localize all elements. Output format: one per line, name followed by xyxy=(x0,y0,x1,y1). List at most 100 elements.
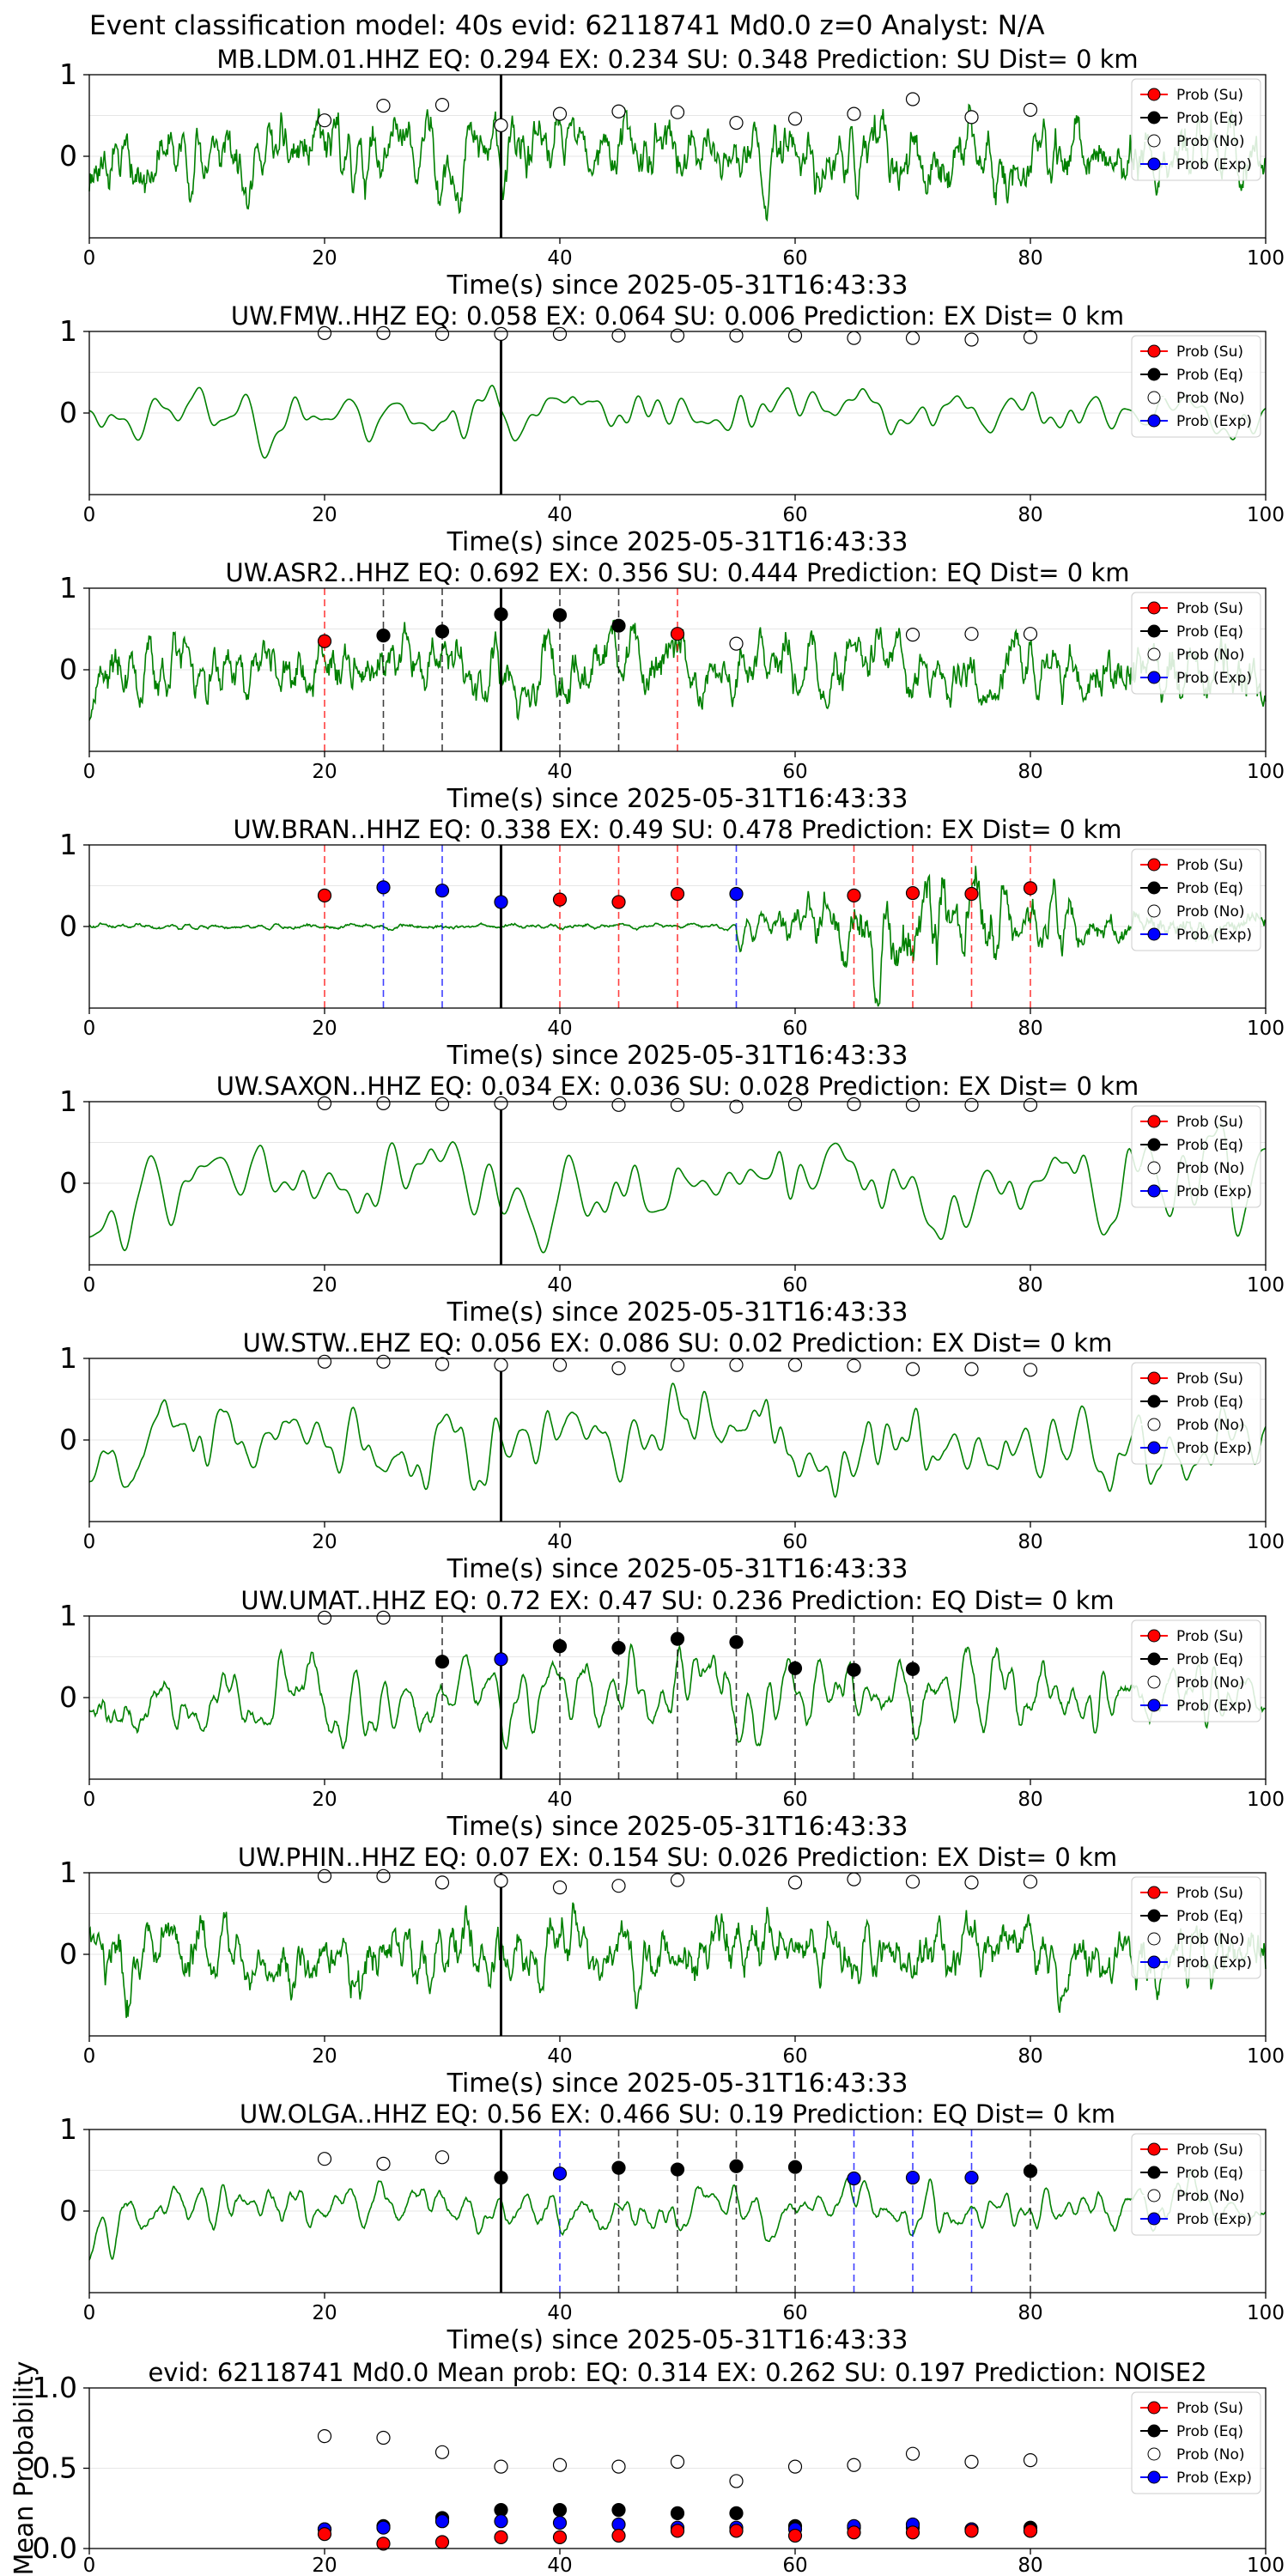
x-tick-label: 0 xyxy=(83,504,96,526)
legend-label-exp: Prob (Exp) xyxy=(1176,1183,1252,1200)
prob-point-eq xyxy=(611,2160,626,2175)
panel-title: MB.LDM.01.HHZ EQ: 0.294 EX: 0.234 SU: 0.… xyxy=(216,45,1138,74)
prob-point-eq xyxy=(1023,2164,1038,2178)
mean-point-su xyxy=(317,2527,332,2542)
x-tick-label: 80 xyxy=(1018,2555,1042,2576)
waveform-trace xyxy=(88,1902,1267,2019)
mean-point-exp xyxy=(494,2514,508,2529)
y-tick-label: 0 xyxy=(59,1937,77,1971)
prob-point-no xyxy=(847,1358,861,1373)
x-tick-label: 80 xyxy=(1018,247,1042,270)
prob-point-no xyxy=(729,636,744,651)
figure-suptitle: Event classification model: 40s evid: 62… xyxy=(89,10,1045,41)
panel-title: UW.BRAN..HHZ EQ: 0.338 EX: 0.49 SU: 0.47… xyxy=(233,815,1121,844)
legend-label-su: Prob (Su) xyxy=(1176,2400,1243,2417)
mean-point-exp xyxy=(434,2514,450,2529)
mean-point-su xyxy=(376,2537,391,2551)
x-tick-label: 60 xyxy=(782,1274,807,1297)
mean-point-su xyxy=(611,2528,626,2543)
legend-label-no: Prob (No) xyxy=(1176,647,1245,664)
legend-label-su: Prob (Su) xyxy=(1176,343,1243,361)
legend-label-no: Prob (No) xyxy=(1176,1674,1245,1692)
legend-label-exp: Prob (Exp) xyxy=(1176,413,1252,430)
prob-point-eq xyxy=(729,2159,744,2173)
prob-point-su xyxy=(670,627,685,641)
legend-label-su: Prob (Su) xyxy=(1176,1628,1243,1645)
mean-point-su xyxy=(964,2524,979,2538)
x-tick-label: 100 xyxy=(1247,1018,1285,1040)
legend-marker-no xyxy=(1147,1161,1161,1175)
legend-label-eq: Prob (Eq) xyxy=(1176,1394,1243,1411)
x-tick-label: 80 xyxy=(1018,1531,1042,1553)
legend-marker-eq xyxy=(1147,1909,1161,1923)
legend-label-no: Prob (No) xyxy=(1176,2188,1245,2205)
legend-label-exp: Prob (Exp) xyxy=(1176,2470,1252,2487)
prob-point-no xyxy=(729,1358,744,1372)
prob-point-exp xyxy=(494,1652,508,1667)
prob-point-no xyxy=(1023,627,1038,641)
prob-point-no xyxy=(1023,330,1038,344)
y-tick-label: 1 xyxy=(59,314,77,348)
waveform-trace xyxy=(88,1382,1267,1498)
mean-point-no xyxy=(611,2459,626,2474)
prob-point-no xyxy=(434,2150,450,2165)
mean-point-su xyxy=(729,2524,744,2538)
prob-point-no xyxy=(434,326,450,341)
legend-label-no: Prob (No) xyxy=(1176,1417,1245,1434)
legend-marker-su xyxy=(1147,1886,1161,1899)
legend-marker-no xyxy=(1147,2189,1161,2202)
x-axis-label: Time(s) since 2025-05-31T16:43:33 xyxy=(447,2325,908,2355)
legend-marker-eq xyxy=(1147,111,1161,125)
prob-point-no xyxy=(847,106,861,121)
prob-point-no xyxy=(317,325,332,340)
x-tick-label: 60 xyxy=(782,2555,807,2576)
x-tick-label: 80 xyxy=(1018,1018,1042,1040)
waveform-trace xyxy=(88,2168,1267,2261)
legend-label-exp: Prob (Exp) xyxy=(1176,927,1252,944)
legend-marker-eq xyxy=(1147,2424,1161,2438)
prob-point-no xyxy=(494,326,508,341)
y-tick-label: 0 xyxy=(59,1680,77,1714)
y-tick-label: 1 xyxy=(59,571,77,605)
x-tick-label: 40 xyxy=(547,1789,572,1811)
prob-point-no xyxy=(317,1610,332,1625)
y-tick-label: 1.0 xyxy=(33,2371,77,2404)
legend-marker-no xyxy=(1147,904,1161,918)
legend-label-exp: Prob (Exp) xyxy=(1176,1440,1252,1457)
legend-marker-no xyxy=(1147,2447,1161,2461)
x-axis-label: Time(s) since 2025-05-31T16:43:33 xyxy=(447,1297,908,1327)
legend xyxy=(1131,1362,1261,1465)
legend-label-su: Prob (Su) xyxy=(1176,2142,1243,2159)
x-tick-label: 0 xyxy=(83,2302,96,2324)
x-tick-label: 0 xyxy=(83,2555,96,2576)
legend-label-eq: Prob (Eq) xyxy=(1176,880,1243,897)
prob-point-exp xyxy=(905,2170,920,2185)
x-tick-label: 60 xyxy=(782,2045,807,2068)
y-tick-label: 1 xyxy=(59,828,77,861)
y-tick-label: 1 xyxy=(59,1599,77,1632)
legend xyxy=(1131,2133,1261,2236)
x-tick-label: 100 xyxy=(1247,1531,1285,1553)
prob-point-eq xyxy=(434,1655,450,1669)
x-tick-label: 0 xyxy=(83,1274,96,1297)
x-tick-label: 100 xyxy=(1247,761,1285,783)
x-tick-label: 100 xyxy=(1247,2302,1285,2324)
mean-point-no xyxy=(905,2446,920,2461)
legend-label-no: Prob (No) xyxy=(1176,133,1245,150)
x-tick-label: 60 xyxy=(782,1789,807,1811)
mean-point-exp xyxy=(552,2515,568,2530)
legend-label-exp: Prob (Exp) xyxy=(1176,156,1252,173)
x-tick-label: 60 xyxy=(782,2302,807,2324)
prob-point-exp xyxy=(847,2171,861,2186)
prob-point-su xyxy=(317,634,332,648)
legend-label-su: Prob (Su) xyxy=(1176,87,1243,104)
legend-label-eq: Prob (Eq) xyxy=(1176,623,1243,641)
prob-point-no xyxy=(1023,102,1038,117)
prob-point-no xyxy=(964,1875,979,1890)
prob-point-no xyxy=(552,1358,568,1372)
x-axis-label: Time(s) since 2025-05-31T16:43:33 xyxy=(447,784,908,814)
x-axis-label: Time(s) since 2025-05-31T16:43:33 xyxy=(447,527,908,557)
legend-marker-exp xyxy=(1147,1698,1161,1712)
